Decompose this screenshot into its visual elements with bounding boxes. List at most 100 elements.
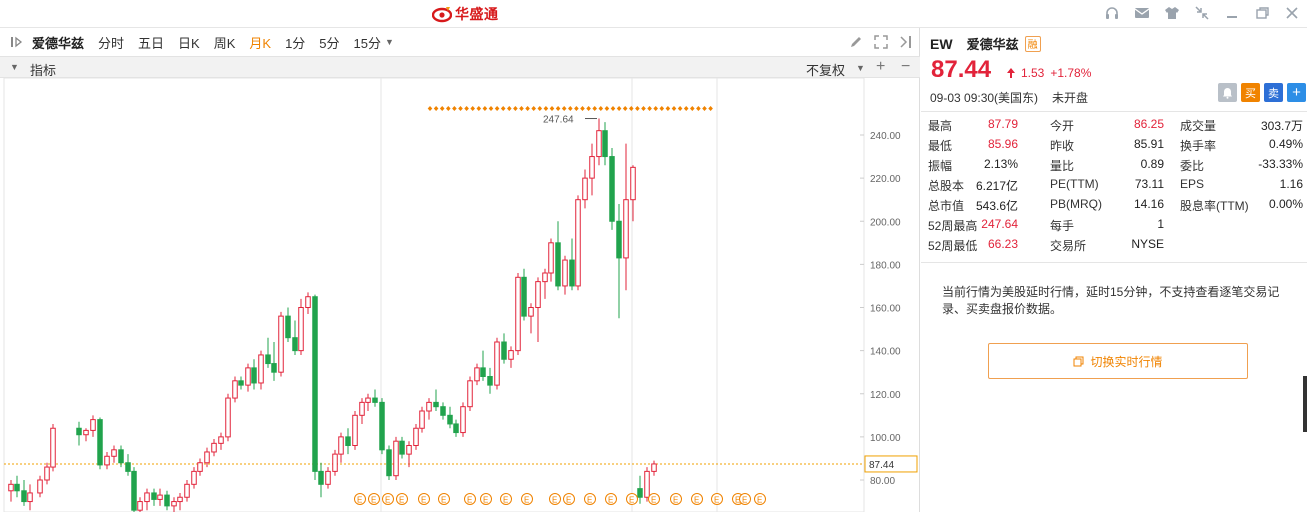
dividend-marker <box>513 106 518 111</box>
dividend-marker <box>702 106 707 111</box>
stat-value: 73.11 <box>1134 177 1164 191</box>
dividend-marker <box>537 106 543 111</box>
sell-button[interactable]: 卖 <box>1264 83 1283 102</box>
period-tab-5day[interactable]: 五日 <box>138 35 165 51</box>
candle-body <box>467 380 473 408</box>
dividend-marker <box>647 106 652 111</box>
candle-body <box>426 401 432 412</box>
stat-label: EPS <box>1180 177 1205 191</box>
minimize-icon[interactable] <box>1223 4 1241 22</box>
stat-value: 14.16 <box>1133 197 1164 211</box>
candle-body <box>111 449 117 457</box>
candle-body <box>569 259 575 287</box>
candle-body <box>372 397 378 403</box>
candle-body <box>325 470 331 485</box>
period-tab-daily[interactable]: 日K <box>178 35 200 51</box>
period-tab-monthly[interactable]: 月K <box>249 35 272 51</box>
period-dropdown-icon[interactable]: ▼ <box>385 37 394 47</box>
indicator-collapse-icon[interactable]: ▼ <box>10 62 19 72</box>
buy-button[interactable]: 买 <box>1241 83 1260 102</box>
stat-value: 6.217亿 <box>975 179 1018 193</box>
dividend-marker <box>568 106 573 111</box>
earnings-marker-icon <box>648 493 660 505</box>
candle-body <box>515 276 521 352</box>
period-tab-intraday[interactable]: 分时 <box>98 35 125 51</box>
stat-label: 昨收 <box>1050 139 1075 153</box>
candle-body <box>97 419 103 466</box>
candle-body <box>637 488 643 498</box>
shirt-icon[interactable] <box>1163 4 1181 22</box>
stats-row: 振幅 2.13% 量比 0.89 委比 -33.33% <box>928 154 1307 174</box>
price-change: 1.53 +1.78% <box>1007 66 1091 80</box>
y-tick-label: 200.00 <box>870 217 901 228</box>
earnings-marker-text: E <box>503 496 508 505</box>
candle-body <box>365 397 371 403</box>
candle-body <box>312 296 318 472</box>
dividend-marker <box>531 106 536 111</box>
kline-chart-area[interactable]: 80.00 100.00 120.00 140.00 160.00 180.00 200.0… <box>0 78 920 512</box>
kline-chart[interactable]: 80.00 100.00 120.00 140.00 160.00 180.00 200.0… <box>0 78 920 512</box>
stat-value: 66.23 <box>987 237 1018 251</box>
indicator-bar: ▼ 指标 不复权 ▼ + − <box>0 56 920 78</box>
indicator-label[interactable]: 指标 <box>30 63 57 78</box>
candle-body <box>37 479 43 494</box>
earnings-marker-icon <box>500 493 512 505</box>
candle-body <box>27 492 33 503</box>
quote-time: 09-03 09:30(美国东) <box>930 91 1039 105</box>
candle-body <box>177 496 183 503</box>
dividend-marker <box>592 106 597 111</box>
candle-body <box>292 337 298 352</box>
close-icon[interactable] <box>1283 4 1301 22</box>
dividend-marker <box>580 106 585 111</box>
alert-bell-button[interactable] <box>1218 83 1237 102</box>
chart-panel: 爱德华兹 分时 五日 日K 周K 月K 1分 5分 15分 ▼ ▼ 指标 不复权… <box>0 28 920 512</box>
stat-value: 87.79 <box>987 117 1018 131</box>
adjust-select[interactable]: 不复权 <box>806 63 846 78</box>
add-watchlist-button[interactable]: + <box>1287 83 1306 102</box>
dividend-marker <box>427 106 433 111</box>
stat-value: 2.13% <box>983 157 1018 171</box>
zoom-in-button[interactable]: + <box>876 58 886 75</box>
margin-badge: 融 <box>1024 35 1041 52</box>
period-tab-weekly[interactable]: 周K <box>213 35 236 51</box>
restore-icon[interactable] <box>1253 4 1271 22</box>
switch-realtime-button[interactable]: 切换实时行情 <box>988 343 1248 379</box>
mail-icon[interactable] <box>1133 4 1151 22</box>
zoom-out-button[interactable]: − <box>901 58 911 75</box>
fullscreen-icon[interactable] <box>873 34 889 50</box>
draw-pen-icon[interactable] <box>848 34 864 50</box>
y-tick-label: 120.00 <box>870 390 901 401</box>
dividend-marker <box>659 106 665 111</box>
change-percent: +1.78% <box>1050 66 1092 80</box>
candle-body <box>419 410 425 429</box>
candle-body <box>278 315 284 373</box>
candle-body <box>218 436 224 444</box>
adjust-dropdown-icon[interactable]: ▼ <box>856 63 865 73</box>
earnings-marker-icon <box>418 493 430 505</box>
stat-label: 今开 <box>1050 119 1075 133</box>
earnings-marker-text: E <box>742 496 747 505</box>
dividend-marker <box>665 106 671 111</box>
candle-body <box>644 470 650 498</box>
stat-label: 成交量 <box>1180 119 1217 133</box>
candle-body <box>535 281 541 308</box>
earnings-marker-text: E <box>651 496 656 505</box>
collapse-icon[interactable] <box>1193 4 1211 22</box>
candle-body <box>542 272 548 283</box>
headset-icon[interactable] <box>1103 4 1121 22</box>
stat-label: 每手 <box>1050 219 1075 233</box>
stats-table: 最高 87.79 今开 86.25 成交量 303.7万 最低 85.96 昨收 85.91 换手率… <box>928 114 1307 254</box>
period-tab-1min[interactable]: 1分 <box>285 35 306 51</box>
dividend-marker <box>653 106 658 111</box>
period-tab-15min[interactable]: 15分 <box>353 35 381 51</box>
stat-value: 0.00% <box>1268 197 1303 211</box>
dividend-marker <box>555 106 561 111</box>
candle-body <box>171 501 177 507</box>
side-scroll-handle[interactable] <box>1303 376 1307 432</box>
expand-panel-icon[interactable] <box>898 34 914 50</box>
candle-body <box>386 449 392 477</box>
period-tab-5min[interactable]: 5分 <box>319 35 340 51</box>
panel-toggle-icon[interactable] <box>10 35 24 49</box>
candle-body <box>562 259 568 287</box>
dividend-marker <box>604 106 610 111</box>
